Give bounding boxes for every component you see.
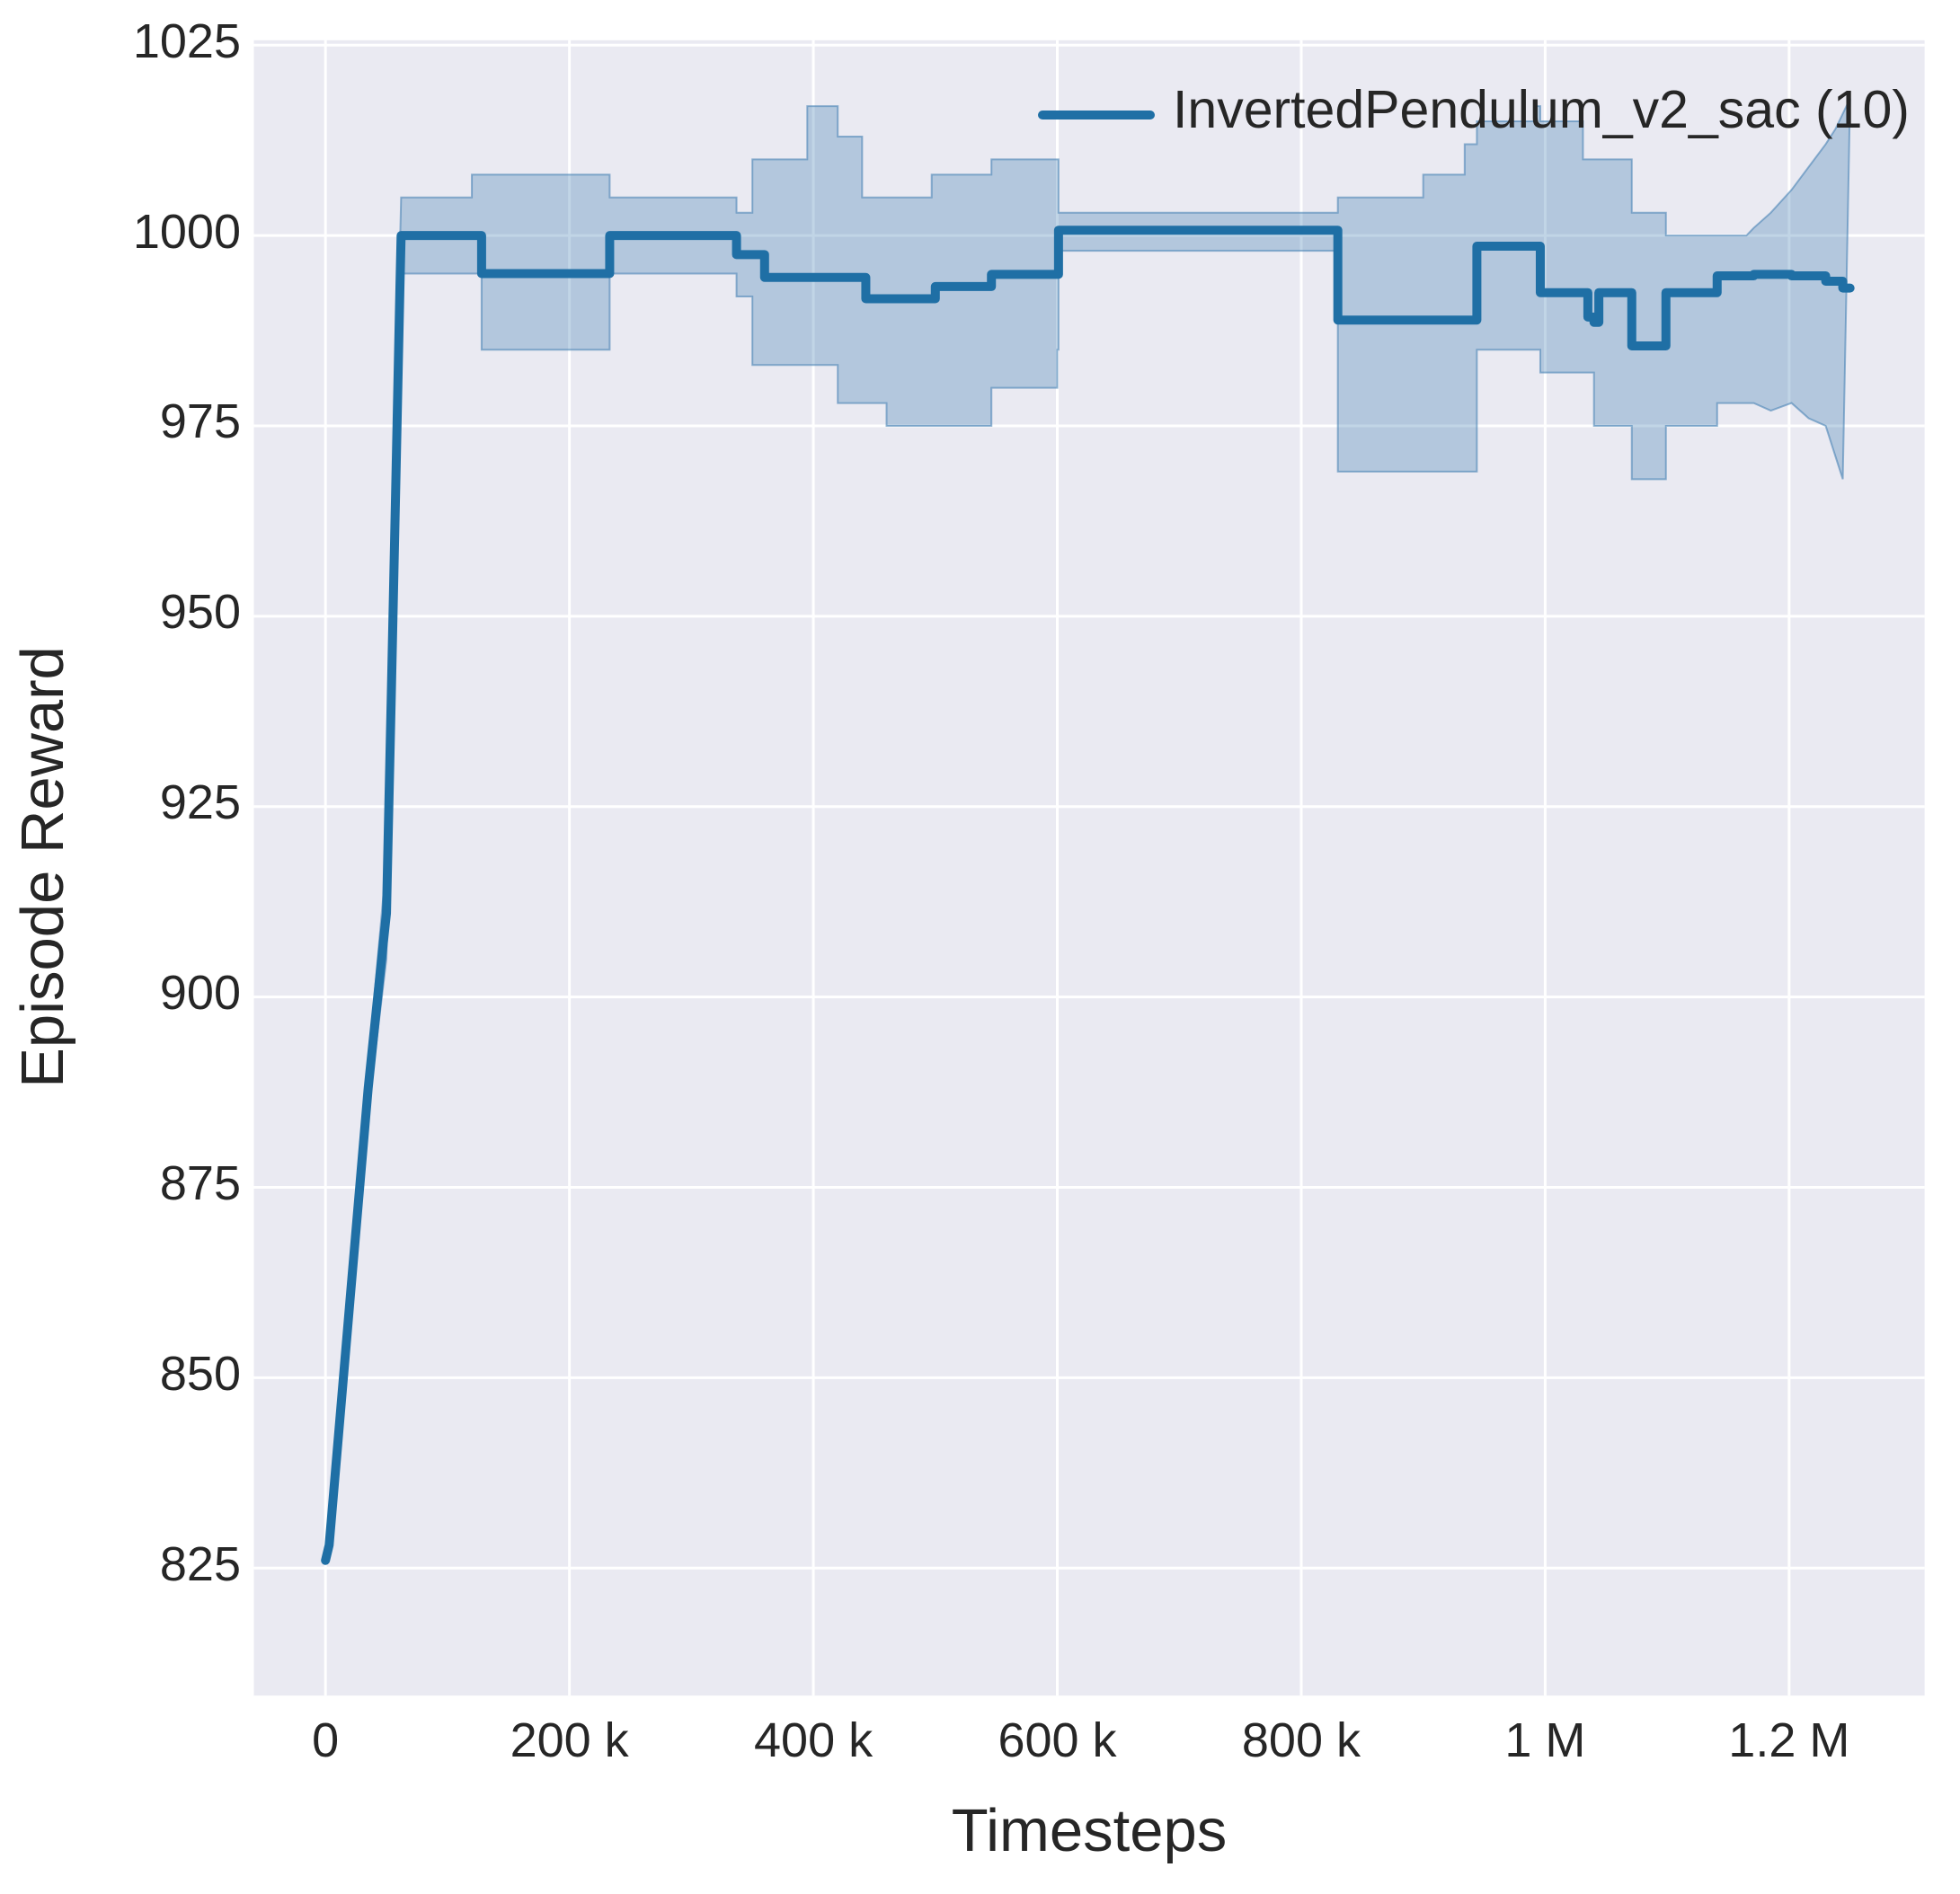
svg-text:400 k: 400 k xyxy=(754,1713,874,1767)
svg-text:825: 825 xyxy=(160,1537,241,1591)
svg-text:600 k: 600 k xyxy=(998,1713,1117,1767)
svg-text:1 M: 1 M xyxy=(1504,1713,1585,1767)
svg-text:1000: 1000 xyxy=(133,205,241,259)
svg-text:0: 0 xyxy=(312,1713,339,1767)
svg-text:Timesteps: Timesteps xyxy=(952,1797,1228,1864)
svg-text:200 k: 200 k xyxy=(510,1713,630,1767)
svg-text:900: 900 xyxy=(160,966,241,1020)
svg-text:875: 875 xyxy=(160,1156,241,1210)
svg-text:InvertedPendulum_v2_sac (10): InvertedPendulum_v2_sac (10) xyxy=(1173,80,1910,139)
svg-text:950: 950 xyxy=(160,585,241,639)
svg-text:925: 925 xyxy=(160,775,241,829)
svg-text:1025: 1025 xyxy=(133,14,241,68)
svg-text:Episode Reward: Episode Reward xyxy=(9,646,76,1088)
svg-text:975: 975 xyxy=(160,394,241,448)
svg-text:850: 850 xyxy=(160,1347,241,1401)
svg-text:1.2 M: 1.2 M xyxy=(1728,1713,1849,1767)
svg-text:800 k: 800 k xyxy=(1242,1713,1361,1767)
